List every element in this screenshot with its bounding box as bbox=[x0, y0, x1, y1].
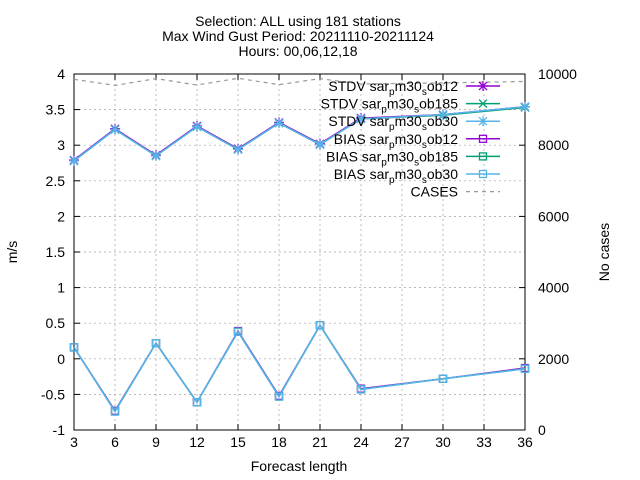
x-tick-label: 21 bbox=[312, 434, 328, 450]
x-tick-label: 36 bbox=[517, 434, 533, 450]
chart-title-line-1: Selection: ALL using 181 stations bbox=[195, 13, 401, 29]
legend-label: CASES bbox=[411, 184, 458, 200]
series-2 bbox=[69, 101, 530, 166]
data-point bbox=[69, 343, 79, 352]
x-tick-label: 3 bbox=[70, 434, 78, 450]
series-3 bbox=[69, 321, 530, 415]
data-point bbox=[315, 321, 325, 330]
x-tick-label: 9 bbox=[152, 434, 160, 450]
y2-tick-label: 2000 bbox=[538, 351, 569, 367]
legend-label: BIAS sarpm30sob30 bbox=[334, 166, 458, 186]
data-point bbox=[356, 113, 366, 124]
data-point bbox=[110, 407, 120, 416]
y-tick-label: 2 bbox=[57, 208, 65, 224]
legend-label: BIAS sarpm30sob185 bbox=[326, 148, 458, 168]
y-axis-label: m/s bbox=[4, 241, 20, 264]
data-point bbox=[151, 338, 161, 348]
data-point bbox=[438, 109, 448, 120]
y2-tick-label: 0 bbox=[538, 422, 546, 438]
legend-sample-marker bbox=[478, 169, 488, 179]
legend-entry-0: STDV sarpm30sob12 bbox=[328, 78, 500, 98]
legend-entry-2: STDV sarpm30sob30 bbox=[328, 113, 500, 133]
data-point bbox=[520, 101, 530, 112]
data-point bbox=[520, 364, 530, 373]
y2-tick-label: 4000 bbox=[538, 280, 569, 296]
x-tick-label: 30 bbox=[435, 434, 451, 450]
data-point bbox=[438, 374, 448, 383]
y2-tick-label: 10000 bbox=[538, 66, 577, 82]
y-tick-label: -0.5 bbox=[41, 386, 65, 402]
data-point bbox=[110, 124, 120, 135]
x-axis-label: Forecast length bbox=[251, 458, 348, 474]
x-tick-label: 6 bbox=[111, 434, 119, 450]
x-tick-label: 12 bbox=[189, 434, 205, 450]
y-tick-label: 2.5 bbox=[46, 173, 66, 189]
legend-sample-marker bbox=[478, 134, 488, 143]
series-line bbox=[73, 77, 526, 86]
series-line bbox=[73, 106, 526, 162]
y-tick-label: 1 bbox=[57, 280, 65, 296]
y2-tick-label: 6000 bbox=[538, 208, 569, 224]
y-tick-label: 1.5 bbox=[46, 244, 66, 260]
x-tick-label: 15 bbox=[230, 434, 246, 450]
series-line bbox=[73, 323, 526, 413]
legend-entry-4: BIAS sarpm30sob185 bbox=[326, 148, 500, 168]
data-point bbox=[192, 121, 202, 132]
data-point bbox=[356, 385, 366, 394]
legend-entry-6: CASES bbox=[411, 184, 500, 200]
legend-sample-marker bbox=[478, 99, 488, 109]
legend-label: BIAS sarpm30sob12 bbox=[334, 131, 458, 151]
x-tick-label: 33 bbox=[476, 434, 492, 450]
y-tick-label: 0 bbox=[57, 351, 65, 367]
y2-axis-label: No cases bbox=[596, 223, 612, 281]
y-tick-label: 3 bbox=[57, 137, 65, 153]
data-point bbox=[151, 150, 161, 161]
y-tick-label: 0.5 bbox=[46, 315, 66, 331]
legend-label: STDV sarpm30sob185 bbox=[321, 96, 459, 116]
legend-entry-3: BIAS sarpm30sob12 bbox=[334, 131, 500, 151]
legend-label: STDV sarpm30sob12 bbox=[328, 78, 458, 98]
data-point bbox=[274, 392, 284, 401]
series-4 bbox=[69, 321, 530, 416]
data-point bbox=[192, 398, 202, 407]
series-5 bbox=[69, 321, 530, 416]
legend-entry-5: BIAS sarpm30sob30 bbox=[334, 166, 500, 186]
data-point bbox=[233, 144, 243, 155]
chart-title-line-2: Max Wind Gust Period: 20211110-20211124 bbox=[162, 28, 434, 44]
y-tick-label: 3.5 bbox=[46, 102, 66, 118]
y-tick-label: -1 bbox=[53, 422, 66, 438]
series-6 bbox=[73, 77, 526, 86]
legend-label: STDV sarpm30sob30 bbox=[328, 113, 458, 133]
x-tick-label: 24 bbox=[353, 434, 369, 450]
axes: 3 6 9 12 15 18 21 24 27 30 33 36-1-0.500.511.522.53… bbox=[41, 66, 577, 450]
legend-sample-marker bbox=[478, 152, 488, 161]
series-group bbox=[69, 77, 530, 416]
data-point bbox=[274, 118, 284, 129]
chart-title-line-3: Hours: 00,06,12,18 bbox=[238, 43, 357, 59]
y2-tick-label: 8000 bbox=[538, 137, 569, 153]
data-point bbox=[233, 327, 243, 336]
legend-entry-1: STDV sarpm30sob185 bbox=[321, 96, 500, 116]
data-point bbox=[315, 139, 325, 150]
legend-sample-marker bbox=[478, 116, 488, 127]
data-point bbox=[69, 155, 79, 166]
grid bbox=[74, 74, 525, 430]
x-tick-label: 27 bbox=[394, 434, 410, 450]
y-tick-label: 4 bbox=[57, 66, 65, 82]
x-tick-label: 18 bbox=[271, 434, 287, 450]
legend-sample-marker bbox=[478, 81, 488, 91]
